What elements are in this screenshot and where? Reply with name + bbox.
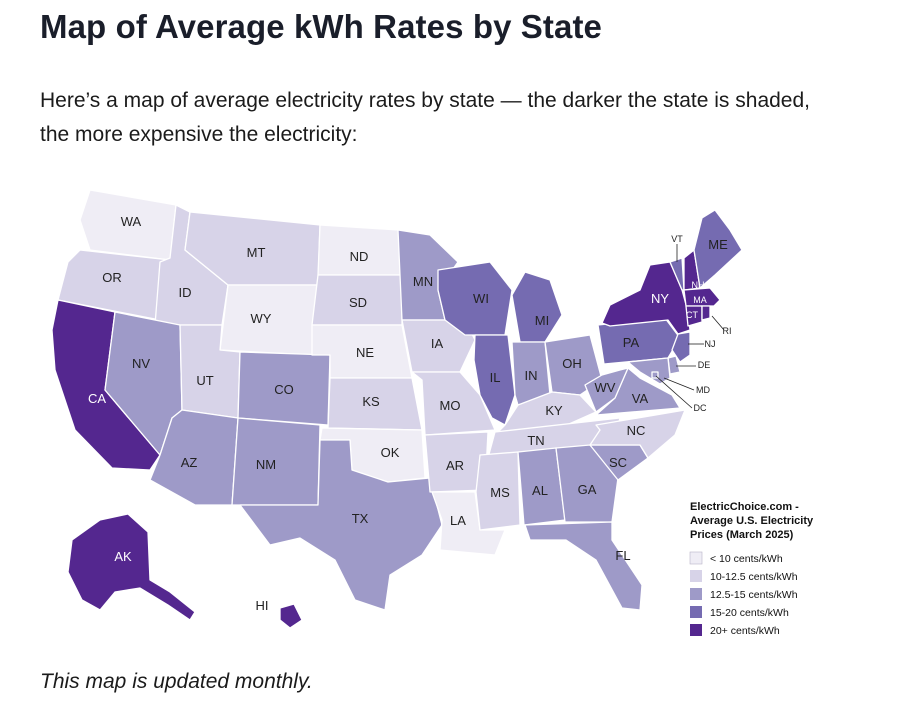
- legend-label-under-10: < 10 cents/kWh: [710, 553, 783, 565]
- label-GA: GA: [578, 482, 597, 497]
- label-NY: NY: [651, 291, 669, 306]
- label-IL: IL: [490, 370, 501, 385]
- map-update-note: This map is updated monthly.: [40, 670, 313, 693]
- legend-swatch-12-5-15: [690, 588, 702, 600]
- legend-label-20-plus: 20+ cents/kWh: [710, 625, 780, 637]
- state-MI: [511, 271, 563, 343]
- label-CT: CT: [686, 310, 698, 320]
- label-MD: MD: [696, 385, 710, 395]
- label-AK: AK: [114, 549, 132, 564]
- state-OR: [57, 249, 171, 321]
- state-ME: [693, 209, 743, 289]
- label-SD: SD: [349, 295, 367, 310]
- label-WY: WY: [251, 311, 272, 326]
- state-CT: [685, 305, 703, 327]
- label-LA: LA: [450, 513, 466, 528]
- us-electricity-rate-map: WA OR CA ID NV MT WY UT AZ CO NM ND SD N…: [51, 189, 814, 637]
- legend-swatch-10-12-5: [690, 570, 702, 582]
- label-VA: VA: [632, 391, 649, 406]
- label-NC: NC: [627, 423, 646, 438]
- label-HI: HI: [256, 598, 269, 613]
- state-MS: [475, 451, 521, 531]
- label-IN: IN: [525, 368, 538, 383]
- label-MS: MS: [490, 485, 510, 500]
- label-RI: RI: [723, 326, 732, 336]
- label-CO: CO: [274, 382, 294, 397]
- label-MT: MT: [247, 245, 266, 260]
- label-MO: MO: [440, 398, 461, 413]
- label-OK: OK: [381, 445, 400, 460]
- label-NE: NE: [356, 345, 374, 360]
- state-TX: [239, 439, 443, 611]
- label-NV: NV: [132, 356, 150, 371]
- label-TX: TX: [352, 511, 369, 526]
- state-MD: [627, 357, 671, 385]
- label-AZ: AZ: [181, 455, 198, 470]
- label-WA: WA: [121, 214, 142, 229]
- label-AR: AR: [446, 458, 464, 473]
- legend-label-12-5-15: 12.5-15 cents/kWh: [710, 589, 798, 601]
- leader-MD: [663, 377, 695, 391]
- label-KS: KS: [362, 394, 380, 409]
- label-DC: DC: [694, 403, 707, 413]
- page-title: Map of Average kWh Rates by State: [40, 8, 602, 45]
- label-ND: ND: [350, 249, 369, 264]
- label-DE: DE: [698, 360, 711, 370]
- label-AL: AL: [532, 483, 548, 498]
- state-HI: [279, 603, 303, 629]
- state-IL: [473, 334, 516, 426]
- legend-swatch-15-20: [690, 606, 702, 618]
- state-MA: [683, 287, 721, 307]
- label-PA: PA: [623, 335, 640, 350]
- state-labels: WA OR CA ID NV MT WY UT AZ CO NM ND SD N…: [88, 214, 732, 613]
- leader-lines: [655, 244, 725, 409]
- label-ID: ID: [179, 285, 192, 300]
- label-IA: IA: [431, 336, 444, 351]
- state-WV: [584, 367, 629, 413]
- label-ME: ME: [708, 237, 728, 252]
- state-NC: [589, 409, 686, 459]
- label-OR: OR: [102, 270, 122, 285]
- label-WI: WI: [473, 291, 489, 306]
- state-MO: [411, 371, 496, 436]
- state-FL: [524, 521, 643, 611]
- label-VT: VT: [671, 234, 683, 244]
- legend-label-15-20: 15-20 cents/kWh: [710, 607, 789, 619]
- legend-title-line-2: Average U.S. Electricity: [690, 515, 814, 527]
- label-NM: NM: [256, 457, 276, 472]
- state-RI: [701, 305, 711, 321]
- state-GA: [555, 444, 619, 523]
- label-CA: CA: [88, 391, 106, 406]
- label-WV: WV: [595, 380, 616, 395]
- leader-DC: [655, 375, 693, 409]
- label-TN: TN: [527, 433, 544, 448]
- legend-swatch-20-plus: [690, 624, 702, 636]
- label-FL: FL: [615, 548, 630, 563]
- intro-paragraph: Here’s a map of average electricity rate…: [40, 89, 810, 146]
- label-MN: MN: [413, 274, 433, 289]
- leader-RI: [711, 315, 725, 331]
- label-SC: SC: [609, 455, 627, 470]
- legend-label-10-12-5: 10-12.5 cents/kWh: [710, 571, 798, 583]
- states-layer: [51, 189, 743, 629]
- label-KY: KY: [545, 403, 563, 418]
- state-LA: [431, 491, 506, 556]
- label-NH: NH: [692, 280, 705, 290]
- label-MI: MI: [535, 313, 549, 328]
- legend: ElectricChoice.com - Average U.S. Electr…: [689, 501, 814, 637]
- legend-title-line-3: Prices (March 2025): [690, 529, 794, 541]
- label-OH: OH: [562, 356, 582, 371]
- label-UT: UT: [196, 373, 213, 388]
- legend-title-line-1: ElectricChoice.com -: [690, 501, 799, 513]
- label-NJ: NJ: [705, 339, 716, 349]
- label-MA: MA: [693, 295, 707, 305]
- state-NJ: [671, 331, 691, 363]
- legend-swatch-under-10: [689, 551, 703, 565]
- state-AK: [67, 513, 196, 621]
